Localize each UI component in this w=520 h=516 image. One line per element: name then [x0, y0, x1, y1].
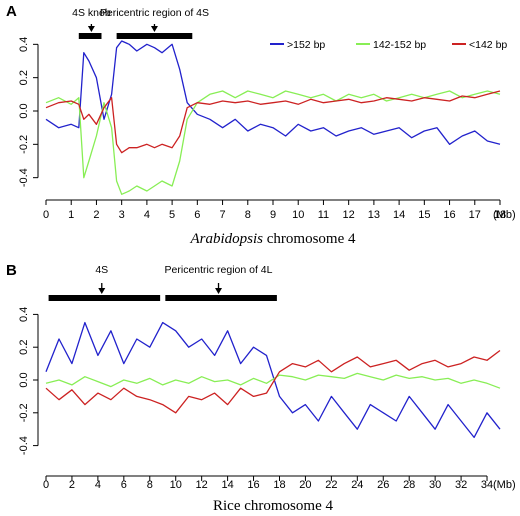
region-label: Pericentric region of 4L — [165, 264, 273, 276]
x-unit-label: (Mb) — [493, 479, 516, 491]
x-tick-label: 8 — [147, 479, 153, 491]
x-tick-label: 10 — [170, 479, 182, 491]
region-label: 4S — [95, 264, 108, 276]
x-tick-label: 15 — [418, 209, 430, 221]
region-arrowhead — [215, 288, 223, 294]
series-line — [45, 321, 501, 439]
region-label: Pericentric region of 4S — [100, 7, 209, 19]
x-tick-label: 32 — [455, 479, 467, 491]
legend-label: <142 bp — [469, 39, 507, 51]
region-bar — [116, 33, 193, 39]
x-tick-label: 17 — [469, 209, 481, 221]
series-line — [45, 40, 501, 145]
x-tick-label: 16 — [443, 209, 455, 221]
panel-letter: A — [6, 3, 17, 20]
x-tick-label: 6 — [194, 209, 200, 221]
x-axis-title: Rice chromosome 4 — [213, 498, 333, 514]
x-tick-label: 1 — [68, 209, 74, 221]
x-tick-label: 7 — [219, 209, 225, 221]
y-tick-label: 0.4 — [18, 37, 30, 52]
region-arrowhead — [150, 26, 158, 32]
x-tick-label: 4 — [144, 209, 150, 221]
x-tick-label: 5 — [169, 209, 175, 221]
panel-letter: B — [6, 262, 17, 279]
x-tick-label: 24 — [351, 479, 363, 491]
series-line — [45, 372, 501, 389]
y-tick-label: -0.2 — [18, 135, 30, 154]
x-tick-label: 28 — [403, 479, 415, 491]
region-label: 4S knob — [72, 7, 111, 19]
x-tick-label: 0 — [43, 479, 49, 491]
x-tick-label: 34 — [481, 479, 493, 491]
series-line — [45, 90, 501, 154]
legend-label: 142-152 bp — [373, 39, 426, 51]
region-bar — [165, 295, 277, 301]
x-axis-title-rest: chromosome 4 — [263, 231, 356, 247]
series-line — [45, 349, 501, 414]
x-tick-label: 12 — [343, 209, 355, 221]
panel-a: A0.40.20.0-0.2-0.40 1 2 3 4 5 6 7 8 9 10 11 12 13 14 15… — [6, 3, 516, 247]
x-tick-label: 12 — [196, 479, 208, 491]
region-arrowhead — [98, 288, 106, 294]
x-tick-label: 20 — [299, 479, 311, 491]
x-tick-label: 14 — [393, 209, 405, 221]
x-tick-label: 2 — [69, 479, 75, 491]
x-tick-label: 14 — [221, 479, 233, 491]
x-tick-label: 6 — [121, 479, 127, 491]
region-arrowhead — [87, 26, 95, 32]
x-tick-label: 3 — [119, 209, 125, 221]
y-tick-label: -0.4 — [18, 168, 30, 187]
x-tick-label: 8 — [245, 209, 251, 221]
x-tick-label: 22 — [325, 479, 337, 491]
x-tick-label: 2 — [93, 209, 99, 221]
x-tick-label: 18 — [494, 209, 506, 221]
x-tick-label: 18 — [273, 479, 285, 491]
x-tick-label: 10 — [292, 209, 304, 221]
x-tick-label: 9 — [270, 209, 276, 221]
region-bar — [78, 33, 102, 39]
x-tick-label: 26 — [377, 479, 389, 491]
series-line — [45, 90, 501, 195]
y-tick-label: 0.0 — [18, 103, 30, 118]
x-tick-label: 4 — [95, 479, 101, 491]
panel-b: B0.40.20.0-0.2-0.40 2 4 6 8 10 12 14 16 18 20 22 24 2… — [6, 262, 516, 514]
x-axis-title-italic: Arabidopsis — [190, 231, 264, 247]
x-unit-label: (Mb) — [493, 209, 516, 221]
legend-label: >152 bp — [287, 39, 325, 51]
x-tick-label: 13 — [368, 209, 380, 221]
y-tick-label: 0.0 — [18, 372, 30, 387]
y-tick-label: 0.4 — [18, 307, 30, 322]
x-axis-title: Arabidopsis chromosome 4 — [190, 231, 356, 247]
x-tick-label: 11 — [318, 209, 329, 221]
y-tick-label: 0.2 — [18, 340, 30, 355]
y-tick-label: 0.2 — [18, 70, 30, 85]
x-tick-label: 0 — [43, 209, 49, 221]
x-tick-label: 30 — [429, 479, 441, 491]
y-tick-label: -0.4 — [18, 436, 30, 455]
x-tick-label: 16 — [247, 479, 259, 491]
region-bar — [48, 295, 161, 301]
y-tick-label: -0.2 — [18, 403, 30, 422]
